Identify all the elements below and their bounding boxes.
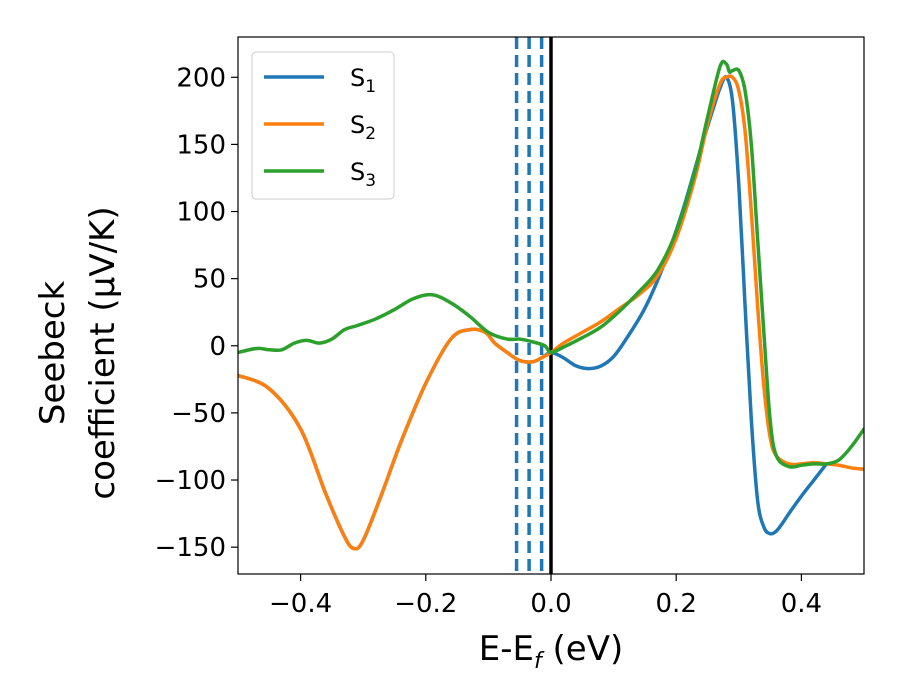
legend-label-main: S xyxy=(350,64,365,92)
x-tick-label: −0.2 xyxy=(394,589,457,619)
y-axis-title: Seebeck coefficient (μV/K) xyxy=(33,206,123,499)
y-tick-label: −150 xyxy=(155,533,226,563)
y-axis-ticks: −150 −100 −50 0 50 100 150 200 xyxy=(155,63,238,563)
x-tick-label: 0.0 xyxy=(530,589,571,619)
y-tick-label: 200 xyxy=(176,63,226,93)
x-tick-label: 0.2 xyxy=(656,589,697,619)
x-axis-title-main: E-E xyxy=(479,629,534,669)
legend-label-s1: S1 xyxy=(350,64,376,97)
series-lines xyxy=(238,59,864,551)
x-tick-label: 0.4 xyxy=(781,589,822,619)
x-axis-title: E-Ef (eV) xyxy=(479,629,624,674)
legend-label-subscript: 1 xyxy=(365,77,376,97)
y-tick-label: 100 xyxy=(176,198,226,228)
series-line-s3 xyxy=(238,59,864,469)
y-tick-label: 0 xyxy=(209,332,226,362)
x-axis-title-subscript: f xyxy=(534,649,545,674)
legend-label-s2: S2 xyxy=(350,111,376,144)
y-axis-title-line2: coefficient (μV/K) xyxy=(83,206,123,499)
x-axis-title-unit: (eV) xyxy=(542,629,624,669)
legend-label-main: S xyxy=(350,158,365,186)
legend-label-subscript: 3 xyxy=(365,171,376,191)
y-tick-label: 50 xyxy=(193,265,226,295)
y-axis-title-line1: Seebeck xyxy=(33,281,73,426)
x-tick-label: −0.4 xyxy=(269,589,332,619)
legend-label-subscript: 2 xyxy=(365,124,376,144)
y-tick-label: −50 xyxy=(171,399,226,429)
x-axis-ticks: −0.4 −0.2 0.0 0.2 0.4 xyxy=(269,574,822,619)
y-tick-label: 150 xyxy=(176,130,226,160)
legend-label-s3: S3 xyxy=(350,158,376,191)
reference-lines xyxy=(514,37,553,574)
legend-label-main: S xyxy=(350,111,365,139)
y-tick-label: −100 xyxy=(155,466,226,496)
